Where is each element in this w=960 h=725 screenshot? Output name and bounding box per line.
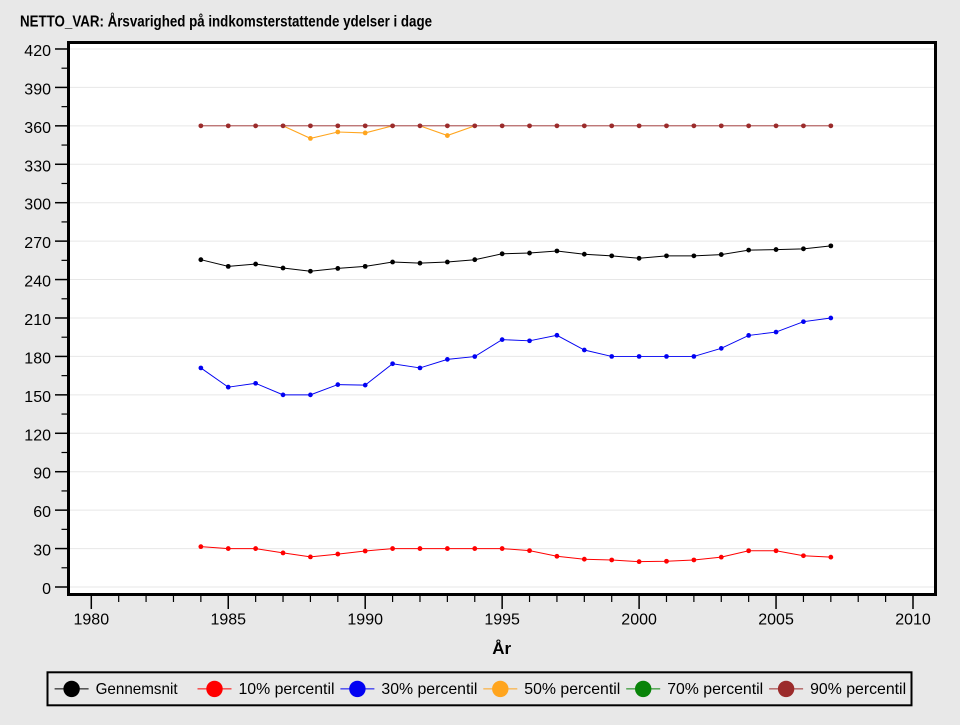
svg-text:210: 210 xyxy=(24,312,51,329)
svg-text:150: 150 xyxy=(24,389,51,406)
svg-text:10% percentil: 10% percentil xyxy=(239,681,335,698)
svg-text:1995: 1995 xyxy=(484,612,520,629)
svg-text:1990: 1990 xyxy=(347,612,383,629)
svg-text:270: 270 xyxy=(24,235,51,252)
svg-text:30% percentil: 30% percentil xyxy=(381,681,477,698)
svg-text:60: 60 xyxy=(33,504,51,521)
svg-text:2000: 2000 xyxy=(621,612,657,629)
svg-text:70% percentil: 70% percentil xyxy=(667,681,763,698)
svg-text:360: 360 xyxy=(24,120,51,137)
svg-text:390: 390 xyxy=(24,81,51,98)
svg-text:NETTO_VAR: Årsvarighed på indk: NETTO_VAR: Årsvarighed på indkomsterstat… xyxy=(20,12,432,31)
svg-text:2010: 2010 xyxy=(895,612,931,629)
svg-text:Gennemsnit: Gennemsnit xyxy=(96,681,179,698)
svg-text:420: 420 xyxy=(24,43,51,60)
svg-text:240: 240 xyxy=(24,274,51,291)
svg-text:30: 30 xyxy=(33,543,51,560)
svg-text:0: 0 xyxy=(42,581,51,598)
svg-text:330: 330 xyxy=(24,158,51,175)
svg-text:1980: 1980 xyxy=(74,612,110,629)
svg-text:50% percentil: 50% percentil xyxy=(524,681,620,698)
svg-text:120: 120 xyxy=(24,427,51,444)
svg-text:180: 180 xyxy=(24,350,51,367)
svg-text:2005: 2005 xyxy=(758,612,794,629)
svg-text:90% percentil: 90% percentil xyxy=(810,681,906,698)
svg-text:300: 300 xyxy=(24,197,51,214)
svg-text:90: 90 xyxy=(33,466,51,483)
svg-text:År: År xyxy=(492,639,511,658)
svg-text:1985: 1985 xyxy=(210,612,246,629)
